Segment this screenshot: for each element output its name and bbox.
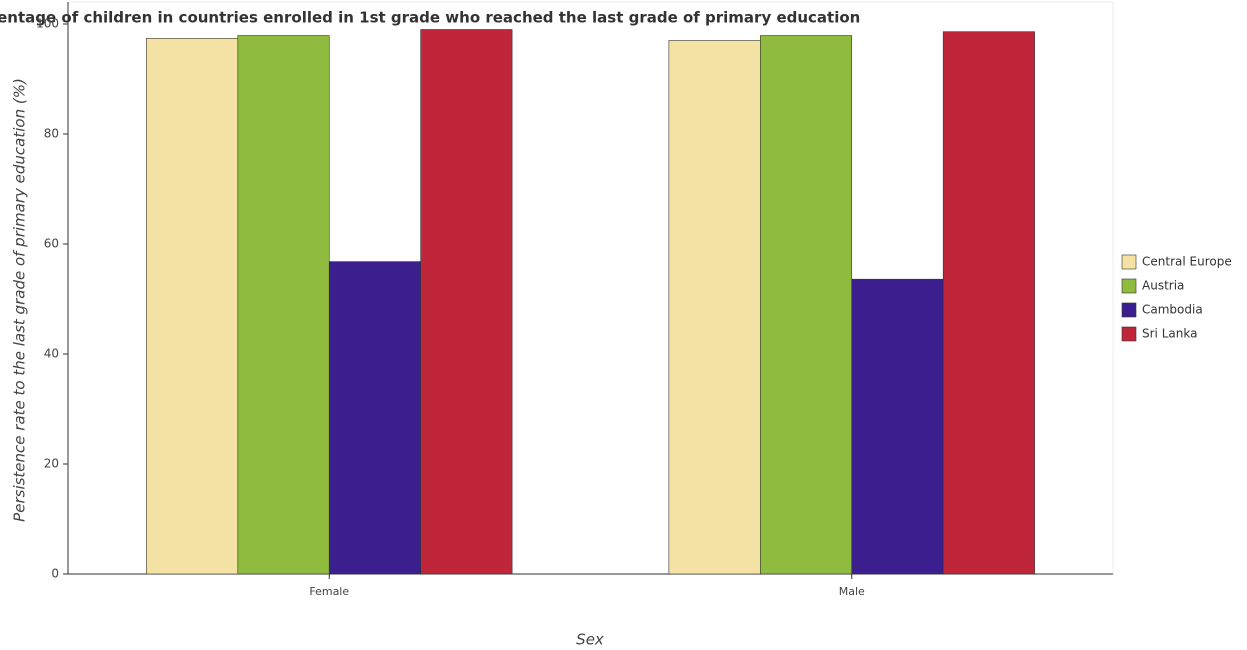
legend-swatch (1121, 302, 1137, 318)
x-axis-label: Sex (576, 631, 604, 649)
legend-label: Central Europe (1142, 255, 1232, 269)
legend-swatch (1121, 326, 1137, 342)
x-tick-label: Female (309, 585, 349, 598)
legend-swatch (1121, 254, 1137, 270)
y-tick-label: 40 (44, 347, 59, 361)
legend-label: Cambodia (1142, 303, 1203, 317)
y-tick-label: 20 (44, 457, 59, 471)
bar (328, 261, 421, 575)
legend-label: Sri Lanka (1142, 327, 1197, 341)
y-tick-label: 100 (36, 17, 59, 31)
legend-swatch (1121, 278, 1137, 294)
bar (146, 37, 239, 575)
bar (942, 31, 1035, 575)
x-tick-label: Male (839, 585, 865, 598)
chart-title: Percentage of children in countries enro… (0, 9, 860, 27)
legend-label: Austria (1142, 279, 1184, 293)
bar (668, 40, 761, 575)
bar (760, 35, 853, 575)
y-tick-label: 0 (51, 567, 59, 581)
y-tick-label: 80 (44, 127, 59, 141)
bar (420, 29, 513, 575)
y-axis-label: Persistence rate to the last grade of pr… (11, 78, 29, 522)
y-tick-label: 60 (44, 237, 59, 251)
bar (237, 35, 330, 575)
bar (851, 278, 944, 575)
